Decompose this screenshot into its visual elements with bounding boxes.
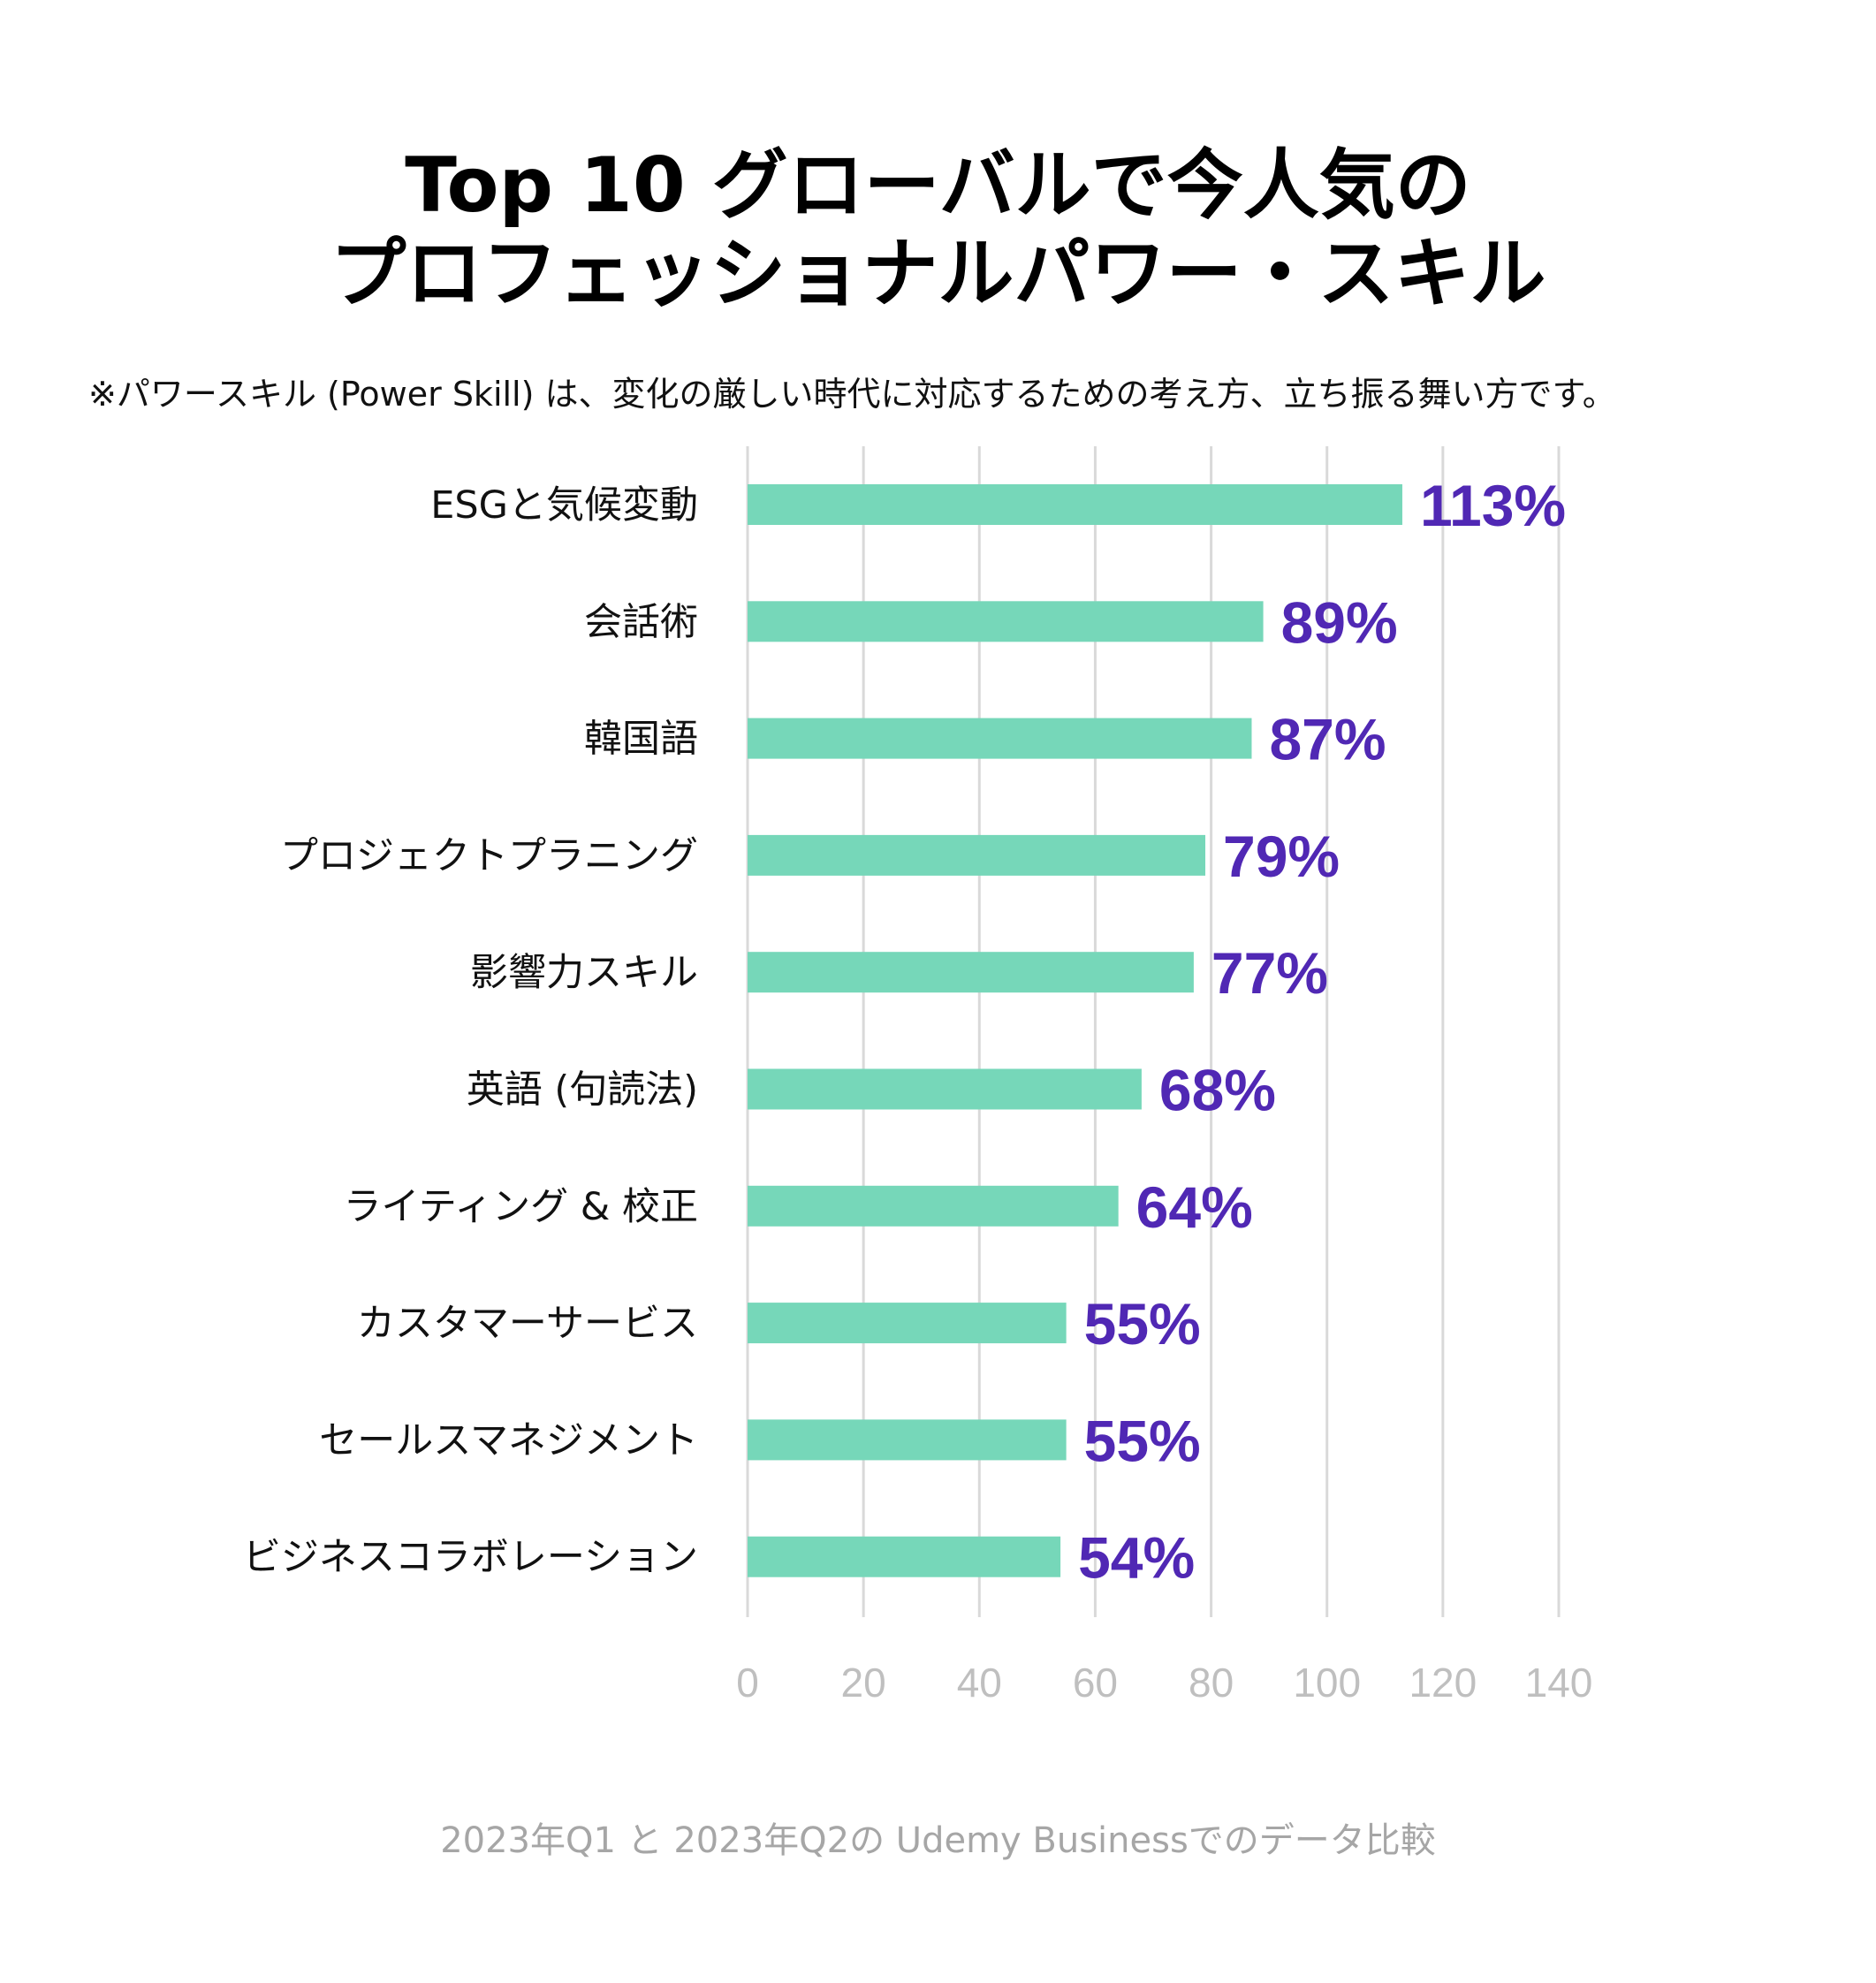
category-label: 会話術 bbox=[584, 600, 698, 644]
category-label: ESGと気候変動 bbox=[430, 483, 698, 528]
value-label: 87% bbox=[1269, 707, 1386, 772]
value-label: 79% bbox=[1223, 824, 1340, 889]
value-label: 54% bbox=[1078, 1525, 1195, 1591]
value-label: 64% bbox=[1136, 1174, 1253, 1240]
category-label: 韓国語 bbox=[584, 718, 698, 762]
bar bbox=[748, 601, 1264, 642]
x-tick-label: 100 bbox=[1293, 1660, 1361, 1706]
bar bbox=[748, 1419, 1067, 1461]
x-axis-ticks: 0 20 40 60 80 100 120 140 bbox=[736, 1660, 1592, 1706]
x-tick-label: 120 bbox=[1409, 1660, 1477, 1706]
x-tick-label: 60 bbox=[1073, 1660, 1118, 1706]
chart-title-line-2: プロフェッショナルパワー・スキル bbox=[330, 230, 1546, 318]
chart-title: Top 10 グローバルで今人気の プロフェッショナルパワー・スキル bbox=[0, 141, 1876, 318]
x-tick-label: 0 bbox=[736, 1660, 759, 1706]
bar bbox=[748, 1068, 1142, 1110]
category-label: 英語 (句読法) bbox=[467, 1068, 698, 1113]
bar bbox=[748, 952, 1194, 993]
x-tick-label: 20 bbox=[841, 1660, 886, 1706]
category-label: プロジェクトプラニング bbox=[280, 834, 698, 878]
value-labels: 113% 89% 87% 79% 77% 68% 64% 55% 55% 54% bbox=[1078, 473, 1566, 1591]
bar bbox=[748, 1536, 1061, 1577]
bar bbox=[748, 834, 1206, 876]
bars bbox=[748, 484, 1402, 1577]
value-label: 68% bbox=[1159, 1058, 1276, 1123]
value-label: 113% bbox=[1420, 473, 1566, 538]
value-label: 89% bbox=[1281, 589, 1398, 655]
x-tick-label: 40 bbox=[957, 1660, 1002, 1706]
chart-title-line-1: Top 10 グローバルで今人気の bbox=[405, 141, 1471, 230]
chart-subtitle: ※パワースキル (Power Skill) は、変化の厳しい時代に対応するための… bbox=[88, 375, 1616, 414]
bar bbox=[748, 484, 1402, 525]
source-footnote: 2023年Q1 と 2023年Q2の Udemy Businessでのデータ比較 bbox=[440, 1820, 1436, 1861]
bar bbox=[748, 718, 1252, 759]
category-label: ライティング & 校正 bbox=[344, 1185, 698, 1229]
bar bbox=[748, 1185, 1119, 1227]
x-tick-label: 80 bbox=[1189, 1660, 1234, 1706]
value-label: 55% bbox=[1084, 1291, 1201, 1356]
value-label: 77% bbox=[1211, 940, 1328, 1006]
category-label: セールスマネジメント bbox=[319, 1418, 698, 1463]
x-tick-label: 140 bbox=[1525, 1660, 1593, 1706]
value-label: 55% bbox=[1084, 1408, 1201, 1473]
category-label: ビジネスコラボレーション bbox=[243, 1536, 698, 1580]
category-label: カスタマーサービス bbox=[357, 1302, 698, 1346]
bar bbox=[748, 1303, 1067, 1344]
category-label: 影響力スキル bbox=[470, 951, 698, 995]
